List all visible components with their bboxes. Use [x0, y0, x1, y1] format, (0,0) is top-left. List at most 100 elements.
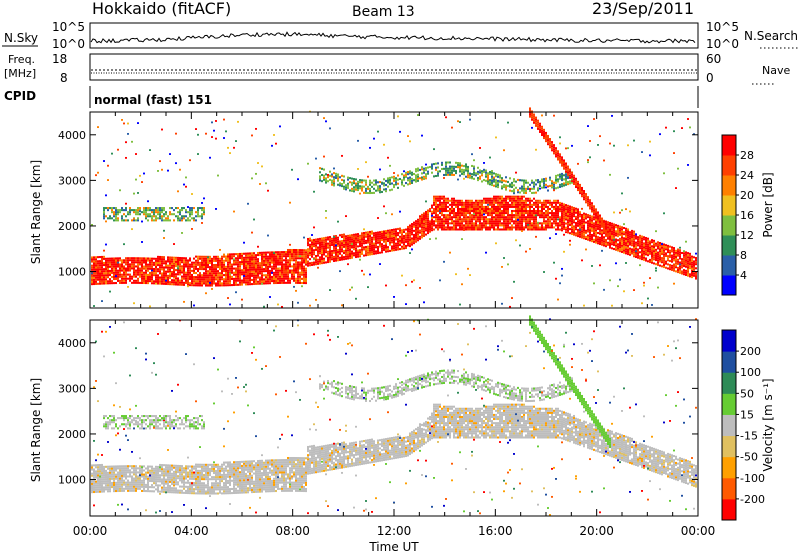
scatter-cell: [367, 186, 369, 188]
scatter-cell: [583, 196, 585, 198]
scatter-cell: [277, 274, 279, 276]
scatter-cell: [633, 237, 635, 239]
scatter-cell: [475, 222, 477, 224]
scatter-cell: [653, 240, 655, 242]
scatter-cell: [649, 240, 651, 242]
scatter-cell: [567, 211, 569, 213]
scatter-cell: [529, 206, 531, 208]
scatter-cell: [151, 278, 153, 280]
scatter-cell: [313, 261, 315, 263]
scatter-cell: [425, 169, 427, 171]
scatter-cell: [369, 247, 371, 249]
scatter-cell: [351, 190, 353, 192]
scatter-cell: [495, 198, 497, 200]
scatter-cell: [447, 170, 449, 172]
scatter-cell: [647, 246, 649, 248]
scatter-cell: [633, 243, 635, 245]
scatter-cell: [109, 262, 111, 264]
scatter-cell: [251, 279, 253, 281]
scatter-cell: [197, 211, 199, 213]
scatter-cell: [639, 241, 641, 243]
scatter-cell: [253, 269, 255, 271]
scatter-cell: [519, 191, 521, 193]
scatter-cell: [271, 145, 273, 147]
scatter-cell: [199, 272, 201, 274]
scatter-cell: [573, 213, 575, 215]
scatter-cell: [351, 257, 353, 259]
scatter-cell: [511, 190, 513, 192]
scatter-cell: [547, 135, 549, 137]
scatter-cell: [225, 272, 227, 274]
scatter-cell: [265, 182, 267, 184]
scatter-cell: [467, 206, 469, 208]
scatter-cell: [145, 209, 147, 211]
scatter-cell: [435, 200, 437, 202]
scatter-cell: [593, 231, 595, 233]
scatter-cell: [179, 219, 181, 221]
scatter-cell: [343, 175, 345, 177]
scatter-cell: [531, 115, 533, 117]
scatter-cell: [93, 256, 95, 258]
scatter-cell: [569, 214, 571, 216]
scatter-cell: [135, 280, 137, 282]
scatter-cell: [267, 268, 269, 270]
scatter-cell: [613, 145, 615, 147]
scatter-cell: [329, 261, 331, 263]
scatter-cell: [335, 235, 337, 237]
scatter-cell: [383, 182, 385, 184]
scatter-cell: [403, 241, 405, 243]
scatter-cell: [303, 278, 305, 280]
scatter-cell: [501, 181, 503, 183]
scatter-cell: [431, 172, 433, 174]
scatter-cell: [395, 230, 397, 232]
scatter-cell: [567, 229, 569, 231]
scatter-cell: [127, 257, 129, 259]
scatter-cell: [237, 255, 239, 257]
scatter-cell: [415, 178, 417, 180]
scatter-cell: [289, 253, 291, 255]
scatter-cell: [201, 262, 203, 264]
scatter-cell: [595, 225, 597, 227]
scatter-cell: [555, 206, 557, 208]
scatter-cell: [271, 258, 273, 260]
scatter-cell: [571, 145, 573, 147]
scatter-cell: [507, 210, 509, 212]
scatter-cell: [461, 200, 463, 202]
scatter-cell: [261, 166, 263, 168]
scatter-cell: [293, 249, 295, 251]
scatter-cell: [539, 206, 541, 208]
scatter-cell: [511, 297, 513, 299]
nsky-panel: [90, 23, 698, 48]
scatter-cell: [411, 223, 413, 225]
scatter-cell: [363, 234, 365, 236]
scatter-cell: [549, 200, 551, 202]
scatter-cell: [579, 215, 581, 217]
scatter-cell: [561, 227, 563, 229]
scatter-cell: [465, 226, 467, 228]
scatter-cell: [523, 202, 525, 204]
scatter-cell: [127, 123, 129, 125]
scatter-cell: [553, 189, 555, 191]
scatter-cell: [185, 177, 187, 179]
scatter-cell: [125, 157, 127, 159]
scatter-cell: [575, 234, 577, 236]
scatter-cell: [385, 246, 387, 248]
scatter-cell: [479, 206, 481, 208]
scatter-cell: [491, 178, 493, 180]
scatter-cell: [581, 187, 583, 189]
scatter-cell: [357, 235, 359, 237]
scatter-cell: [523, 226, 525, 228]
scatter-cell: [451, 172, 453, 174]
scatter-cell: [257, 281, 259, 283]
scatter-cell: [109, 282, 111, 284]
scatter-cell: [285, 278, 287, 280]
scatter-cell: [487, 222, 489, 224]
scatter-cell: [475, 200, 477, 202]
scatter-cell: [377, 185, 379, 187]
scatter-cell: [645, 251, 647, 253]
scatter-cell: [557, 200, 559, 202]
scatter-cell: [429, 166, 431, 168]
nsky-tick-high: 10^5: [52, 20, 85, 34]
scatter-cell: [221, 276, 223, 278]
scatter-cell: [517, 208, 519, 210]
